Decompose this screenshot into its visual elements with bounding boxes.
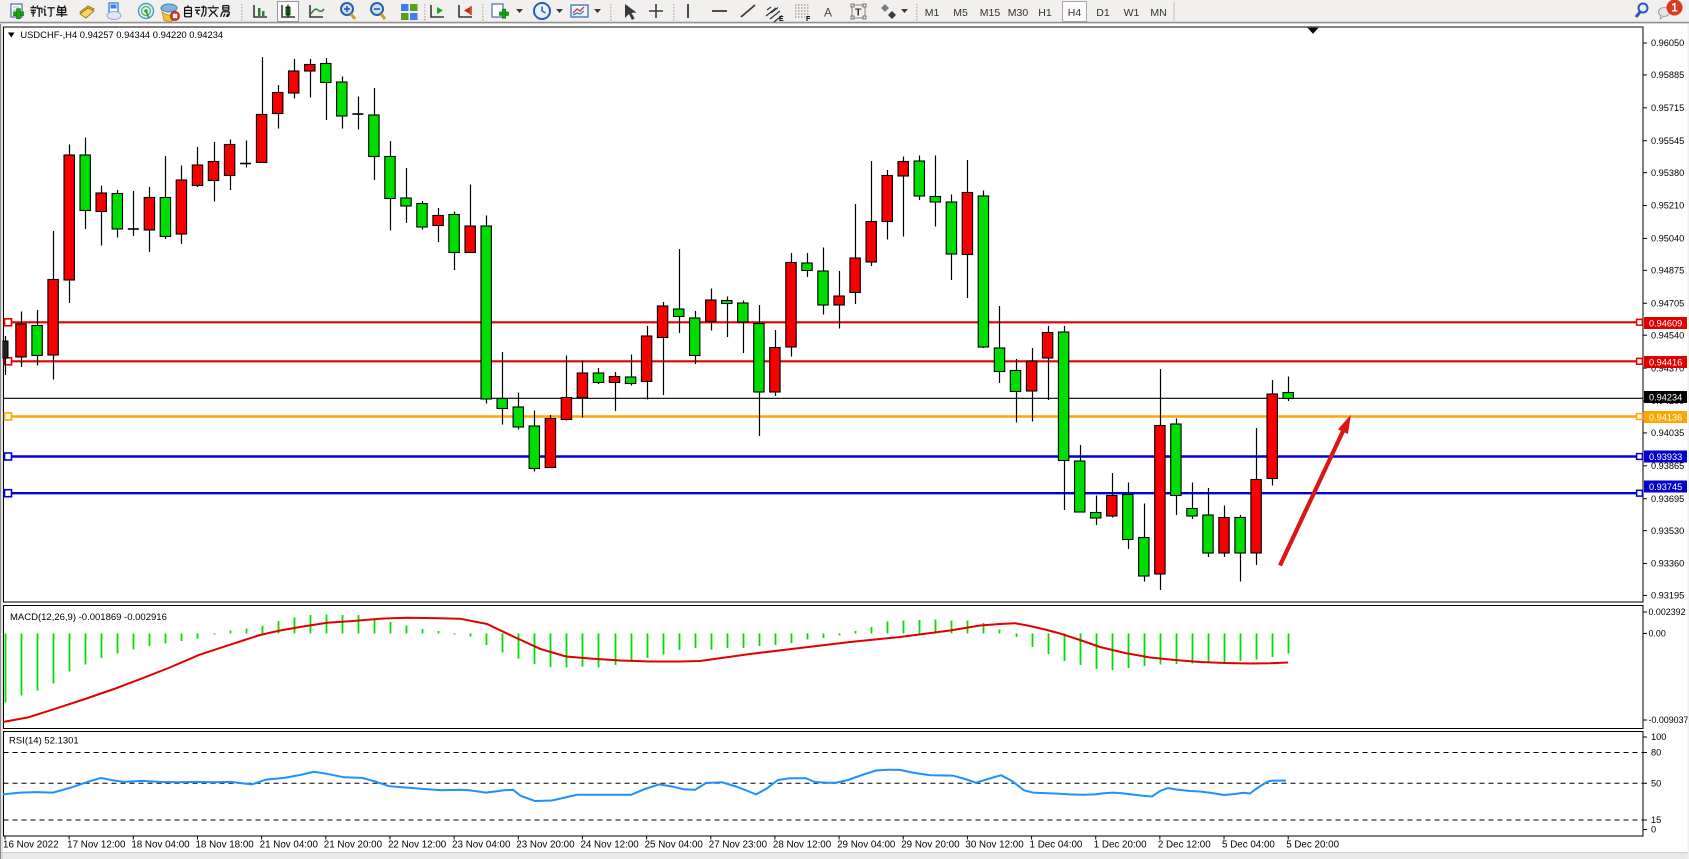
svg-text:0.94035: 0.94035	[1651, 428, 1684, 438]
svg-text:D1: D1	[1096, 7, 1110, 19]
svg-text:5 Dec 20:00: 5 Dec 20:00	[1286, 840, 1339, 851]
svg-text:0.94370: 0.94370	[1651, 363, 1684, 373]
svg-text:1 Dec 20:00: 1 Dec 20:00	[1094, 840, 1147, 851]
svg-text:0.95885: 0.95885	[1651, 70, 1684, 80]
svg-text:M1: M1	[925, 7, 940, 19]
svg-text:H4: H4	[1068, 7, 1082, 19]
svg-text:0.95380: 0.95380	[1651, 168, 1684, 178]
svg-text:18 Nov 18:00: 18 Nov 18:00	[195, 840, 254, 851]
svg-text:15: 15	[1651, 815, 1661, 825]
svg-text:E: E	[779, 16, 784, 23]
svg-text:23 Nov 04:00: 23 Nov 04:00	[452, 840, 511, 851]
svg-text:0.94234: 0.94234	[1649, 392, 1682, 402]
svg-text:MN: MN	[1150, 7, 1166, 19]
svg-text:USDCHF-,H4 0.94257 0.94344 0.: USDCHF-,H4 0.94257 0.94344 0.94220 0.942…	[20, 29, 223, 40]
svg-text:0.93745: 0.93745	[1649, 482, 1682, 492]
svg-text:27 Nov 23:00: 27 Nov 23:00	[709, 840, 768, 851]
svg-text:0.94875: 0.94875	[1651, 266, 1684, 276]
svg-text:28 Nov 12:00: 28 Nov 12:00	[773, 840, 832, 851]
svg-text:0: 0	[1651, 825, 1656, 835]
svg-text:0.95715: 0.95715	[1651, 103, 1684, 113]
svg-text:A: A	[824, 6, 832, 20]
svg-text:0.002392: 0.002392	[1649, 607, 1686, 617]
svg-text:1: 1	[1671, 3, 1678, 15]
svg-text:M5: M5	[953, 7, 968, 19]
svg-text:2 Dec 12:00: 2 Dec 12:00	[1158, 840, 1211, 851]
svg-text:18 Nov 04:00: 18 Nov 04:00	[131, 840, 190, 851]
svg-text:80: 80	[1651, 748, 1661, 758]
svg-text:0.95210: 0.95210	[1651, 201, 1684, 211]
svg-text:-0.009037: -0.009037	[1649, 715, 1689, 725]
svg-text:30 Nov 12:00: 30 Nov 12:00	[965, 840, 1024, 851]
svg-text:1 Dec 04:00: 1 Dec 04:00	[1030, 840, 1083, 851]
svg-text:0.93933: 0.93933	[1649, 452, 1682, 462]
svg-text:0.94540: 0.94540	[1651, 330, 1684, 340]
svg-text:0.94136: 0.94136	[1649, 412, 1682, 422]
svg-text:RSI(14) 52.1301: RSI(14) 52.1301	[9, 736, 79, 747]
svg-text:50: 50	[1651, 779, 1661, 789]
svg-text:T: T	[855, 7, 862, 19]
svg-text:0.95545: 0.95545	[1651, 136, 1684, 146]
svg-text:0.94705: 0.94705	[1651, 298, 1684, 308]
svg-text:MACD(12,26,9) -0.001869 -0.002: MACD(12,26,9) -0.001869 -0.002916	[10, 612, 167, 623]
svg-text:22 Nov 12:00: 22 Nov 12:00	[388, 840, 447, 851]
svg-text:16 Nov 2022: 16 Nov 2022	[3, 840, 59, 851]
svg-text:0.93195: 0.93195	[1651, 591, 1684, 601]
svg-text:100: 100	[1651, 732, 1666, 742]
svg-text:0.94609: 0.94609	[1649, 318, 1682, 328]
svg-text:25 Nov 04:00: 25 Nov 04:00	[645, 840, 704, 851]
svg-text:5 Dec 04:00: 5 Dec 04:00	[1222, 840, 1275, 851]
svg-text:23 Nov 20:00: 23 Nov 20:00	[516, 840, 575, 851]
svg-text:W1: W1	[1124, 7, 1140, 19]
svg-text:M30: M30	[1008, 7, 1029, 19]
svg-text:0.95040: 0.95040	[1651, 234, 1684, 244]
svg-text:H1: H1	[1038, 7, 1052, 19]
svg-text:24 Nov 12:00: 24 Nov 12:00	[580, 840, 639, 851]
svg-text:21 Nov 20:00: 21 Nov 20:00	[324, 840, 383, 851]
svg-text:29 Nov 04:00: 29 Nov 04:00	[837, 840, 896, 851]
svg-text:29 Nov 20:00: 29 Nov 20:00	[901, 840, 960, 851]
svg-text:17 Nov 12:00: 17 Nov 12:00	[67, 840, 126, 851]
svg-text:21 Nov 04:00: 21 Nov 04:00	[260, 840, 319, 851]
svg-text:0.93360: 0.93360	[1651, 559, 1684, 569]
svg-text:0.93530: 0.93530	[1651, 526, 1684, 536]
svg-text:0.93865: 0.93865	[1651, 461, 1684, 471]
svg-text:M15: M15	[980, 7, 1001, 19]
svg-text:0.96050: 0.96050	[1651, 38, 1684, 48]
svg-text:F: F	[806, 16, 811, 23]
svg-text:0.93695: 0.93695	[1651, 494, 1684, 504]
svg-text:0.00: 0.00	[1649, 629, 1666, 639]
svg-text:0.94416: 0.94416	[1649, 357, 1682, 367]
